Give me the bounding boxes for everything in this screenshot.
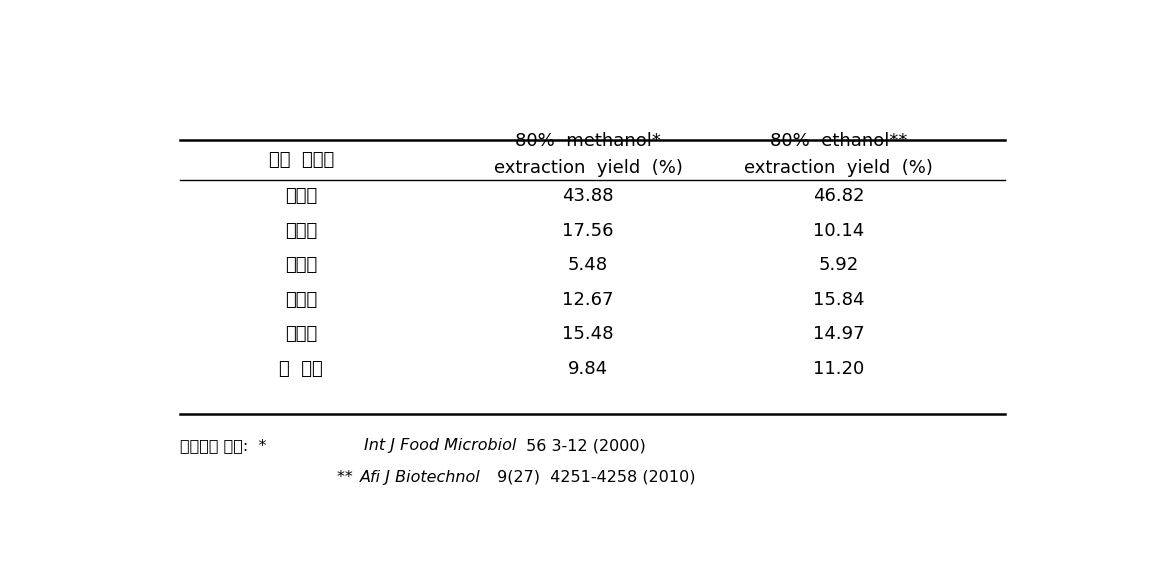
Text: 커피박: 커피박 — [286, 256, 318, 274]
Text: **: ** — [338, 470, 358, 485]
Text: 43.88: 43.88 — [562, 187, 614, 205]
Text: 80%  ethanol**: 80% ethanol** — [770, 132, 907, 150]
Text: 56 3-12 (2000): 56 3-12 (2000) — [520, 438, 645, 453]
Text: 15.48: 15.48 — [562, 325, 614, 343]
Text: 9.84: 9.84 — [568, 360, 608, 378]
Text: 14.97: 14.97 — [813, 325, 865, 343]
Text: 사과박: 사과박 — [286, 187, 318, 205]
Text: 식품  부산물: 식품 부산물 — [268, 151, 334, 169]
Text: 당근박: 당근박 — [286, 325, 318, 343]
Text: 11.20: 11.20 — [813, 360, 865, 378]
Text: 5.92: 5.92 — [818, 256, 859, 274]
Text: 17.56: 17.56 — [562, 221, 614, 239]
Text: extraction  yield  (%): extraction yield (%) — [744, 159, 933, 177]
Text: 밤  껍질: 밤 껍질 — [280, 360, 324, 378]
Text: 5.48: 5.48 — [568, 256, 608, 274]
Text: 양파박: 양파박 — [286, 221, 318, 239]
Text: 감귄박: 감귄박 — [286, 291, 318, 309]
Text: 12.67: 12.67 — [562, 291, 614, 309]
Text: 9(27)  4251-4258 (2010): 9(27) 4251-4258 (2010) — [492, 470, 696, 485]
Text: Int J Food Microbiol: Int J Food Microbiol — [364, 438, 517, 453]
Text: 15.84: 15.84 — [813, 291, 865, 309]
Text: 10.14: 10.14 — [813, 221, 865, 239]
Text: 추출용매 출처:  *: 추출용매 출처: * — [180, 438, 272, 453]
Text: extraction  yield  (%): extraction yield (%) — [494, 159, 682, 177]
Text: 46.82: 46.82 — [813, 187, 865, 205]
Text: 80%  methanol*: 80% methanol* — [516, 132, 661, 150]
Text: Afi J Biotechnol: Afi J Biotechnol — [360, 470, 480, 485]
